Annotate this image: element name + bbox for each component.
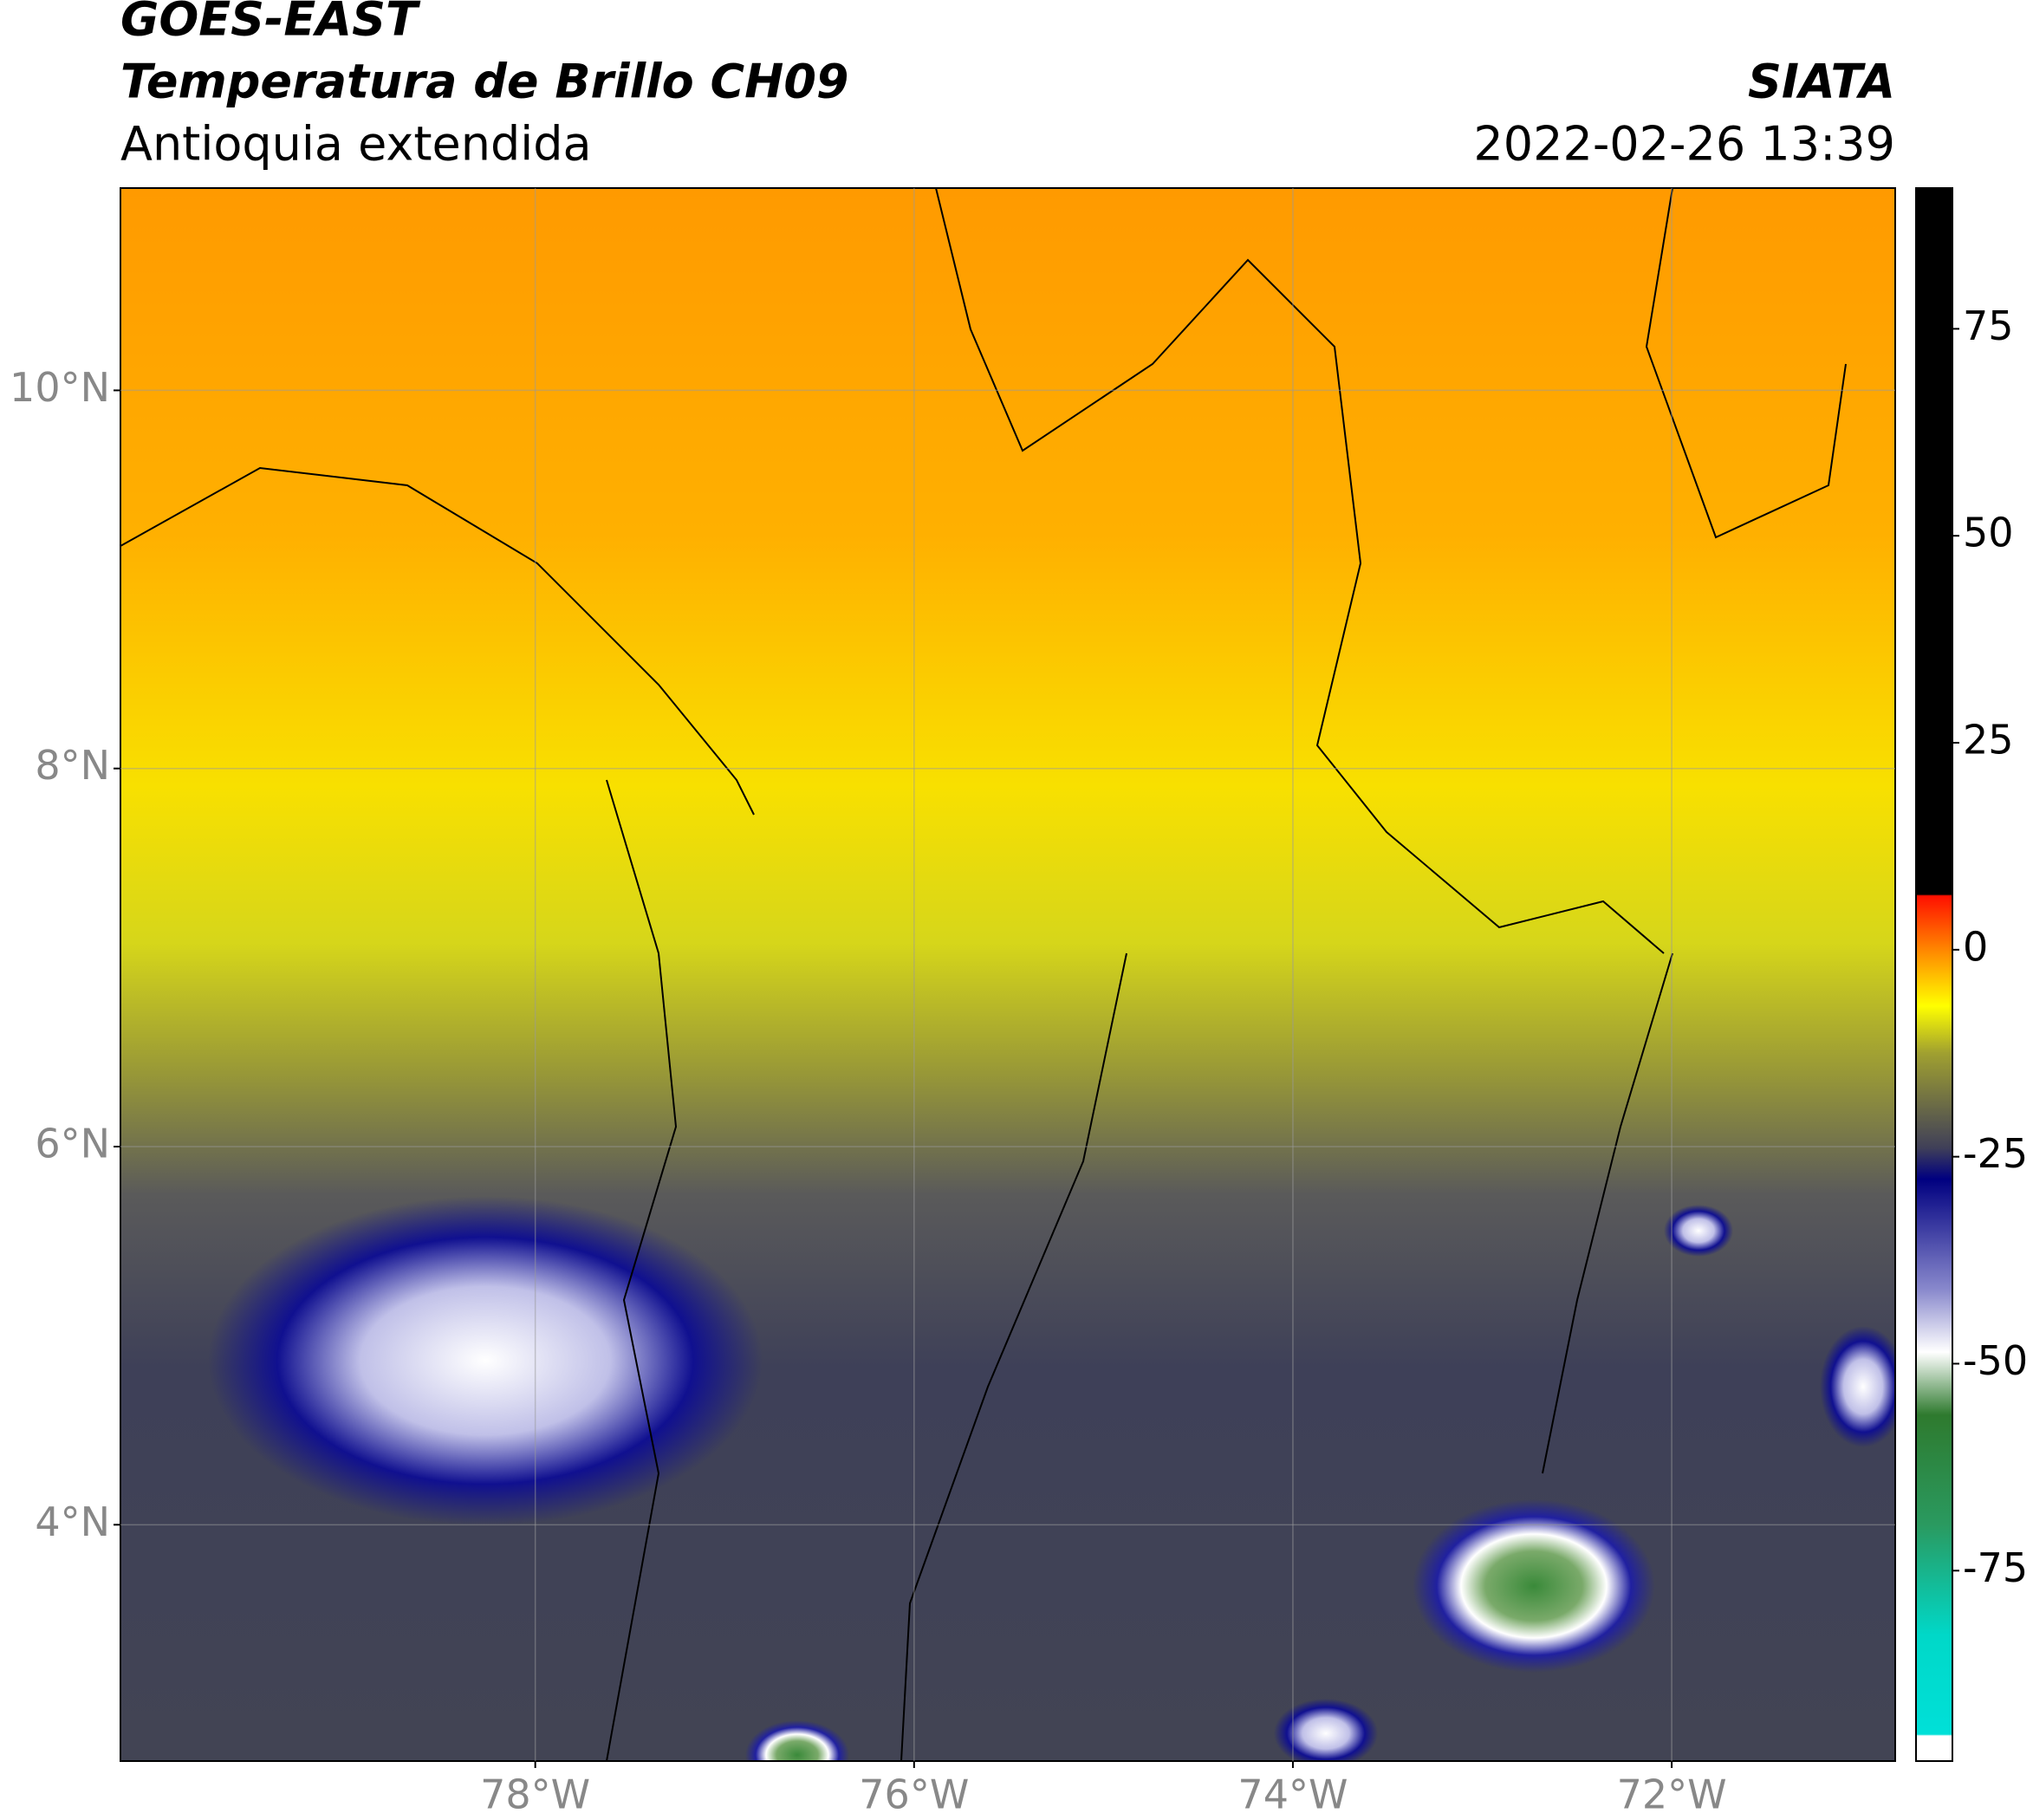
x-tick-label: 74°W [1237,1771,1348,1818]
region: Antioquia extendida [120,117,592,172]
datetime: 2022-02-26 13:39 [1473,117,1895,172]
colorbar-tick-label: 75 [1963,302,2014,349]
y-tick-label: 4°N [35,1498,110,1545]
colorbar-tick-label: 25 [1963,717,2014,764]
colorbar-tick-label: -25 [1963,1130,2028,1177]
colorbar-tick-label: -75 [1963,1544,2028,1591]
colorbar-tick-label: -50 [1963,1337,2028,1384]
y-tick-label: 6°N [35,1121,110,1167]
x-tick-label: 78°W [480,1771,590,1818]
map-frame [120,187,1896,1762]
y-tick-label: 8°N [35,742,110,789]
y-tick-label: 10°N [10,364,110,411]
x-tick-label: 72°W [1617,1771,1727,1818]
colorbar-tick-label: 50 [1963,510,2014,556]
satellite-image [120,188,1895,1761]
x-tick-label: 76°W [859,1771,969,1818]
colorbar-tick-label: 0 [1963,923,1988,970]
subtitle: Temperatura de Brillo CH09 [120,55,849,109]
title: GOES-EAST [120,0,421,47]
colorbar [1915,187,1953,1762]
source: SIATA [1748,55,1895,109]
